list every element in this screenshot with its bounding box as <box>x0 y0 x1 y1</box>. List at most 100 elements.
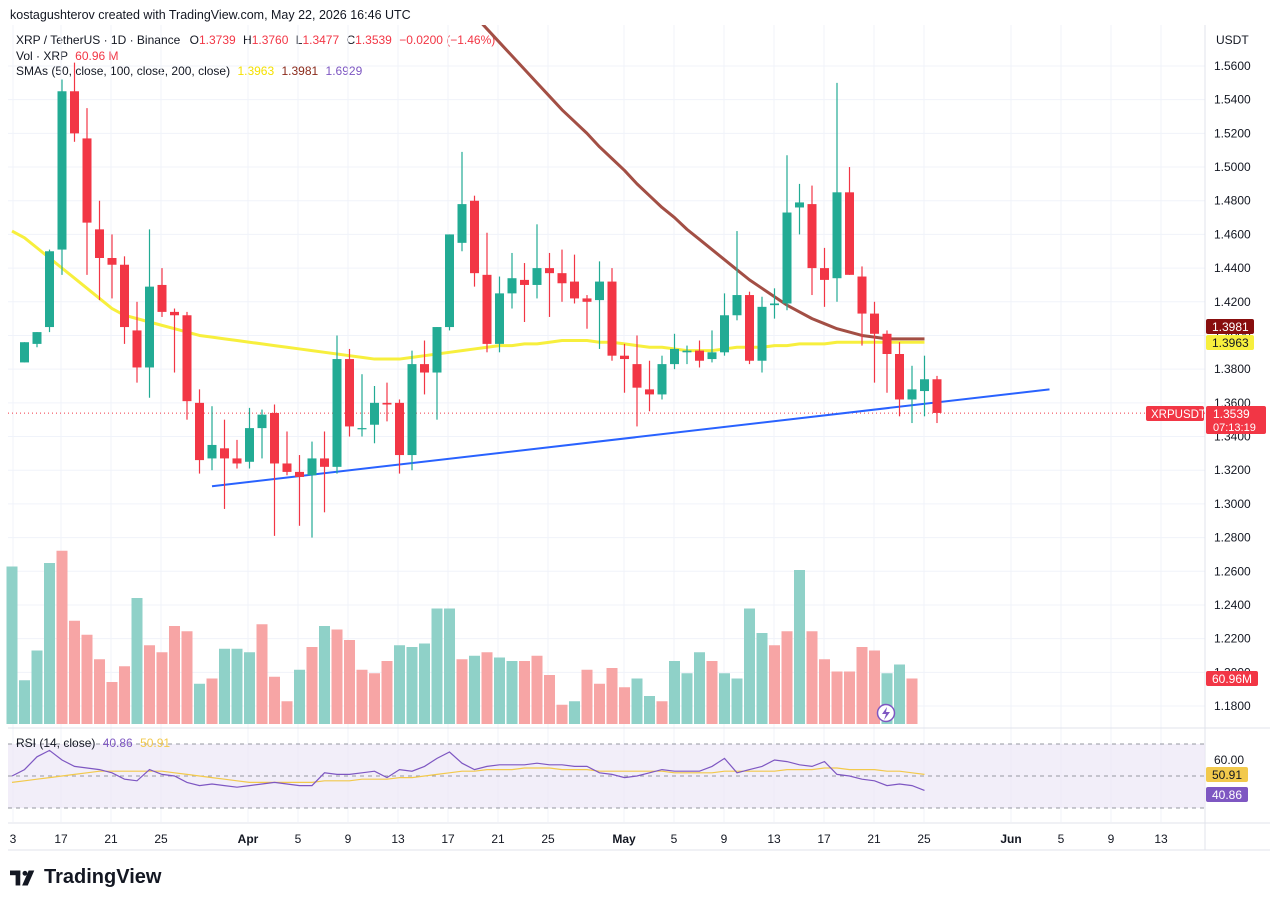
sma-lines <box>8 25 1205 414</box>
candle-body <box>532 268 542 285</box>
volume-bar <box>194 683 205 724</box>
volume-bar <box>806 631 818 724</box>
price-tick-label: 1.5000 <box>1214 160 1251 174</box>
candle-body <box>682 350 692 353</box>
price-tick-label: 1.4600 <box>1214 227 1251 241</box>
volume-bar <box>894 664 905 724</box>
candle-body <box>845 192 854 275</box>
candle-body <box>570 281 579 299</box>
legend-low-label: L <box>295 33 303 47</box>
time-tick-label: 5 <box>1058 832 1065 846</box>
volume-bar <box>544 675 555 724</box>
legend-sma-row: SMAs (50, close, 100, close, 200, close)… <box>16 64 495 80</box>
candle-body <box>332 359 342 467</box>
candle-body <box>820 268 829 280</box>
candle-body <box>45 251 54 328</box>
candle-body <box>70 91 79 134</box>
time-tick-label: 25 <box>917 832 931 846</box>
legend-sma-label[interactable]: SMAs (50, close, 100, close, 200, close) <box>16 64 231 78</box>
trendline[interactable] <box>211 388 1050 488</box>
price-tick-label: 1.1800 <box>1214 699 1251 713</box>
author-caption: kostagushterov created with TradingView.… <box>10 8 411 22</box>
candle-body <box>220 448 229 459</box>
volume-bar <box>6 566 18 724</box>
candle-body <box>870 313 879 334</box>
price-tick-label: 1.4800 <box>1214 194 1251 208</box>
legend-symbol[interactable]: XRP / TetherUS · 1D · Binance <box>16 33 181 47</box>
candle-body <box>445 234 454 328</box>
volume-bar <box>181 631 193 724</box>
volume-bar <box>444 608 455 724</box>
price-tick-label: 1.5400 <box>1214 93 1251 107</box>
volume-bar <box>906 678 918 724</box>
time-axis[interactable]: 3 17 21 25 Apr 5 9 13 17 21 25 May 5 9 13 17 21 25 Jun 5 9 13 <box>10 832 1168 846</box>
candle-body <box>407 364 417 456</box>
time-tick-label: Jun <box>1000 832 1021 846</box>
price-tick-label: 1.4200 <box>1214 295 1251 309</box>
volume-bar <box>156 652 168 724</box>
volume-bar <box>69 620 80 724</box>
volume-bar <box>519 661 530 724</box>
candle-body <box>320 458 329 467</box>
candle-body <box>382 402 392 405</box>
time-tick-label: May <box>612 832 636 846</box>
rsi-value-tag: 40.86 <box>1212 788 1242 802</box>
volume-bar <box>44 563 55 724</box>
time-tick-label: 17 <box>817 832 831 846</box>
volume-bar <box>794 570 805 724</box>
volume-bar <box>19 680 30 724</box>
price-tick-label: 1.3000 <box>1214 497 1251 511</box>
candle-body <box>270 412 279 464</box>
candle-body <box>632 364 642 388</box>
rsi-ma-tag-bg <box>1206 767 1248 782</box>
volume-bar <box>431 608 443 724</box>
volume-bar <box>294 669 305 724</box>
candle-body <box>482 274 492 344</box>
volume-bar <box>644 696 655 724</box>
price-tick-label: 1.2400 <box>1214 598 1251 612</box>
candle-body <box>82 138 92 223</box>
legend-volume-value: 60.96 M <box>75 48 119 63</box>
volume-bar <box>494 657 505 724</box>
rsi-legend: RSI (14, close) 40.86 50.91 <box>16 736 170 750</box>
volume-bar <box>569 701 580 724</box>
volume-bar <box>119 666 130 724</box>
volume-bar <box>731 678 743 724</box>
candle-body <box>895 354 904 400</box>
candle-body <box>507 278 517 294</box>
legend-change: −0.0200 (−1.46%) <box>399 33 496 47</box>
price-tick-label: 1.2800 <box>1214 531 1251 545</box>
candle-body <box>620 355 629 360</box>
legend-close: 1.3539 <box>355 33 392 47</box>
volume-bar <box>506 661 518 724</box>
volume-bar <box>869 650 880 724</box>
candle-body <box>520 279 529 285</box>
candle-body <box>432 327 442 373</box>
volume-bar <box>469 655 480 724</box>
tradingview-logo-text: TradingView <box>44 866 162 888</box>
price-tick-label: 1.3200 <box>1214 463 1251 477</box>
volume-bar <box>219 648 230 724</box>
currency-label[interactable]: USDT <box>1216 33 1249 47</box>
volume-bar <box>819 659 830 724</box>
volume-bar <box>231 648 243 724</box>
chart-legend: XRP / TetherUS · 1D · Binance O1.3739 H1… <box>16 33 495 80</box>
volume-tag-bg <box>1206 671 1258 686</box>
candle-body <box>882 333 892 354</box>
volume-bar <box>306 647 318 724</box>
volume-bar <box>244 652 255 724</box>
sma50-line <box>11 229 925 361</box>
symbol-tag-bg <box>1146 406 1204 421</box>
rsi-lines <box>11 749 925 791</box>
legend-volume-label[interactable]: Vol · XRP <box>16 48 68 63</box>
price-axis[interactable]: 1.5600 1.5400 1.5200 1.5000 1.4800 1.4600 1.44… <box>1214 59 1251 767</box>
candle-body <box>32 332 42 344</box>
candle-body <box>145 286 154 368</box>
candle-body <box>107 258 117 265</box>
candle-body <box>832 192 842 279</box>
candle-body <box>782 212 792 304</box>
rsi-legend-label[interactable]: RSI (14, close) <box>16 736 96 750</box>
legend-open-label: O <box>189 33 199 47</box>
candle-body <box>645 389 654 395</box>
